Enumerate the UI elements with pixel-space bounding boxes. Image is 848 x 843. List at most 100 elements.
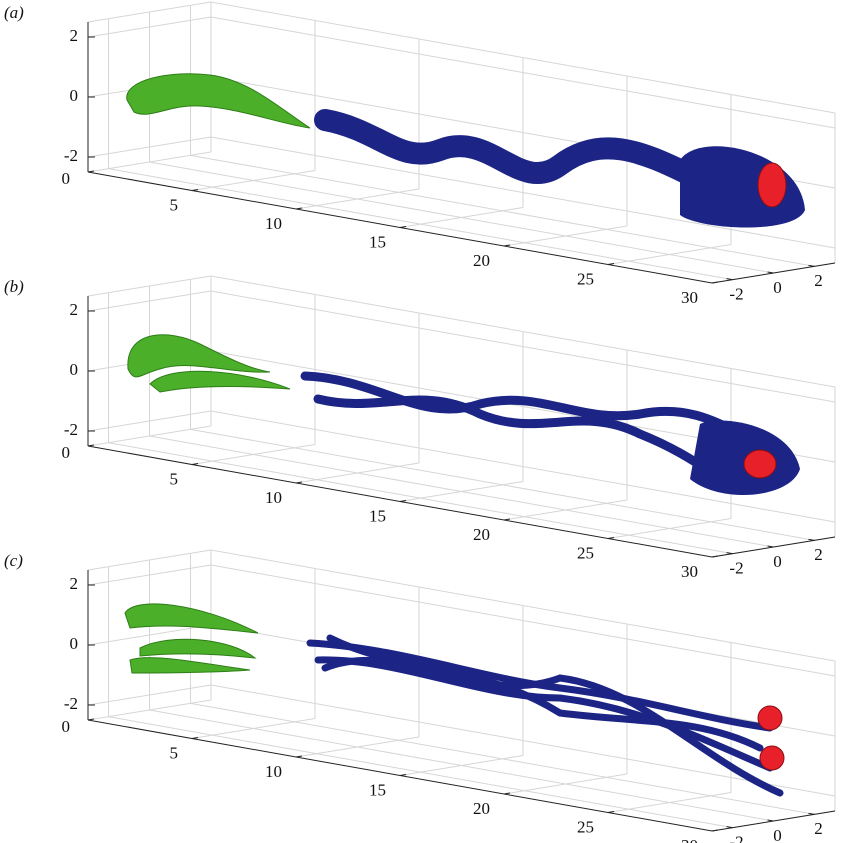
- blue-surface: [314, 656, 774, 772]
- y-tick: [808, 264, 815, 267]
- x-tick: [191, 189, 199, 191]
- green-surface: [129, 657, 251, 674]
- box-edge: [87, 275, 212, 297]
- z-tick-label: 0: [70, 360, 79, 379]
- y-tick: [726, 826, 733, 829]
- box-edge: [87, 1, 212, 23]
- grid-line: [108, 716, 733, 829]
- x-tick-label: 10: [265, 214, 282, 233]
- x-tick: [607, 537, 615, 539]
- grid-line: [210, 410, 836, 523]
- x-tick: [607, 263, 615, 265]
- panel-label: (c): [4, 551, 23, 570]
- y-tick-label: -2: [729, 833, 743, 843]
- y-tick: [726, 278, 733, 281]
- grid-line: [87, 624, 212, 646]
- x-tick: [399, 226, 407, 228]
- grid-line: [149, 435, 774, 548]
- grid-line: [108, 442, 733, 555]
- grid-line: [149, 161, 774, 274]
- x-tick-label: 5: [170, 743, 179, 762]
- x-tick-label: 30: [681, 562, 698, 581]
- grid-line: [87, 290, 212, 312]
- x-tick: [191, 463, 199, 465]
- red-surface: [757, 705, 783, 731]
- panel-b-shapes: [127, 334, 800, 496]
- blue-surface: [306, 639, 774, 732]
- x-tick-label: 10: [265, 488, 282, 507]
- x-tick-label: 0: [62, 717, 71, 736]
- x-tick-label: 25: [577, 269, 594, 288]
- y-tick-label: -2: [729, 285, 743, 304]
- x-tick: [87, 718, 95, 721]
- x-tick: [295, 755, 303, 758]
- x-tick: [711, 281, 719, 284]
- y-tick: [808, 812, 815, 815]
- y-tick-label: 2: [814, 545, 823, 564]
- grid-line: [149, 709, 774, 822]
- z-tick-label: -2: [64, 146, 78, 165]
- x-tick-label: 0: [62, 443, 71, 462]
- blue-surface: [300, 371, 755, 444]
- y-tick: [767, 819, 774, 822]
- x-tick-label: 0: [62, 169, 71, 188]
- y-tick-label: -2: [729, 559, 743, 578]
- grid-line: [87, 16, 212, 38]
- x-tick-label: 20: [473, 799, 490, 818]
- grid-line: [87, 410, 212, 432]
- y-tick: [767, 271, 774, 274]
- y-tick: [726, 552, 733, 555]
- panel-label: (a): [4, 3, 24, 22]
- x-tick-label: 30: [681, 836, 698, 843]
- x-tick: [399, 500, 407, 502]
- x-tick-label: 5: [170, 469, 179, 488]
- x-tick-label: 25: [577, 817, 594, 836]
- x-tick-label: 15: [369, 232, 386, 251]
- grid-line: [210, 136, 836, 249]
- x-tick: [607, 811, 615, 813]
- x-tick: [87, 444, 95, 447]
- red-surface: [759, 745, 785, 771]
- y-tick: [767, 545, 774, 548]
- y-tick-label: 2: [814, 271, 823, 290]
- green-surface: [126, 73, 311, 129]
- blue-surface: [313, 394, 745, 494]
- x-tick-label: 25: [577, 543, 594, 562]
- x-tick: [295, 207, 303, 210]
- grid-line: [190, 154, 815, 267]
- x-tick-label: 5: [170, 195, 179, 214]
- x-tick: [503, 518, 511, 521]
- y-tick-label: 0: [773, 278, 782, 297]
- x-tick: [711, 555, 719, 558]
- red-surface: [757, 162, 787, 208]
- grid-line: [87, 684, 212, 706]
- panel-a-shapes: [126, 73, 805, 228]
- x-tick: [503, 792, 511, 795]
- box-edge: [210, 1, 836, 114]
- y-tick-label: 0: [773, 826, 782, 843]
- box-edge: [210, 275, 836, 388]
- x-tick-label: 20: [473, 251, 490, 270]
- y-tick: [808, 538, 815, 541]
- z-tick-label: 0: [70, 86, 79, 105]
- blue-surface: [314, 109, 701, 186]
- x-tick-label: 20: [473, 525, 490, 544]
- grid-line: [210, 684, 836, 797]
- blue-surface: [321, 656, 784, 797]
- x-tick: [503, 244, 511, 247]
- grid-line: [210, 16, 836, 129]
- grid-line: [87, 564, 212, 586]
- x-tick: [711, 829, 719, 832]
- blue-surface: [690, 420, 800, 496]
- grid-line: [87, 136, 212, 158]
- z-tick-label: -2: [64, 694, 78, 713]
- y-tick-label: 0: [773, 552, 782, 571]
- x-tick: [191, 737, 199, 739]
- x-tick: [295, 481, 303, 484]
- x-tick: [399, 774, 407, 776]
- green-surface: [127, 334, 271, 378]
- z-tick-label: 2: [70, 26, 79, 45]
- z-tick-label: -2: [64, 420, 78, 439]
- grid-line: [210, 290, 836, 403]
